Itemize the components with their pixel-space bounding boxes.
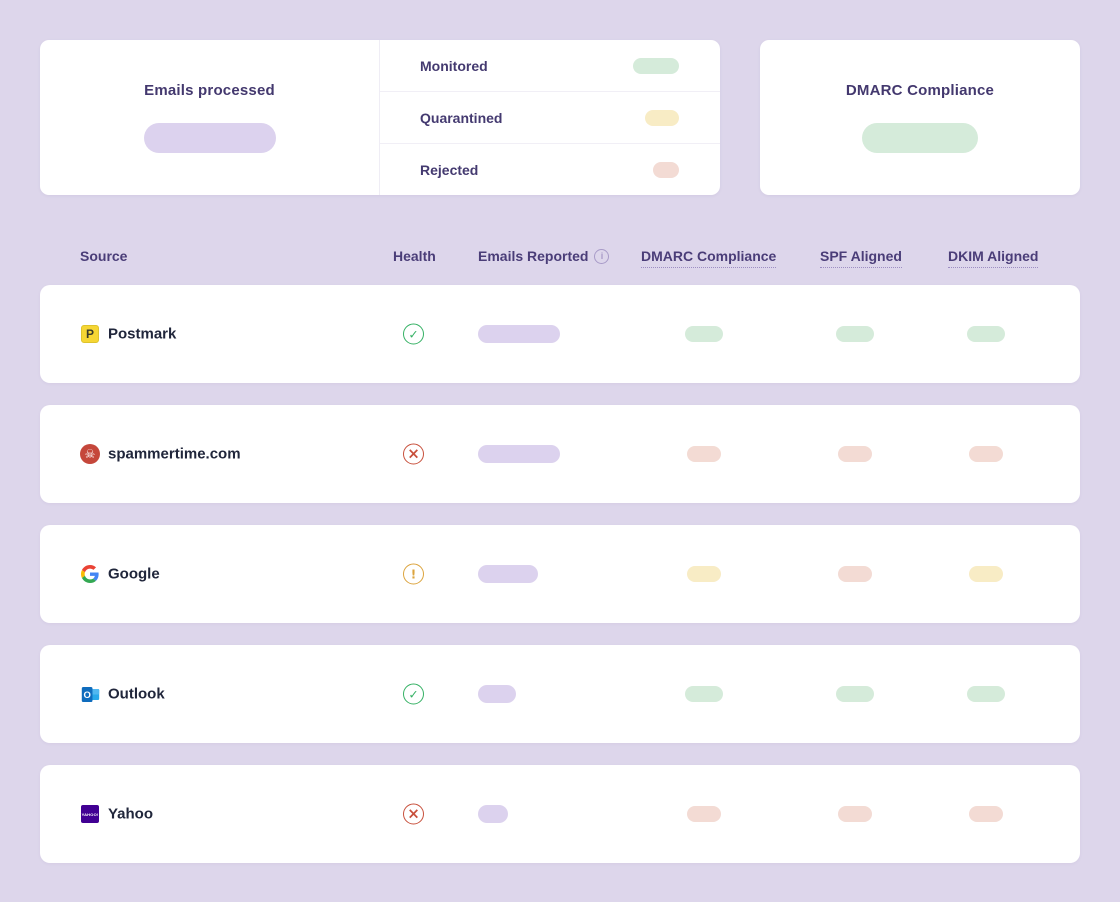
skull-icon: ☠	[80, 444, 100, 464]
source-name: Yahoo	[108, 805, 154, 823]
svg-text:O: O	[83, 690, 90, 701]
health-pass-icon	[403, 323, 424, 345]
emails-reported-pill	[478, 325, 560, 343]
source-name: Google	[108, 565, 160, 583]
quarantined-label: Quarantined	[420, 109, 503, 126]
outlook-logo-icon: O	[80, 684, 100, 704]
dmarc-compliance-pill	[687, 446, 721, 462]
info-icon[interactable]: i	[594, 248, 610, 264]
table-row-postmark[interactable]: P Postmark	[40, 285, 1080, 383]
postmark-logo-icon: P	[80, 324, 100, 344]
table-row-yahoo[interactable]: YAHOO! Yahoo	[40, 765, 1080, 863]
monitored-label: Monitored	[420, 57, 488, 74]
health-warning-icon	[403, 563, 424, 585]
spf-aligned-pill	[838, 446, 872, 462]
table-header: Source Health Emails Reported i DMARC Co…	[0, 248, 1120, 268]
dmarc-compliance-title: DMARC Compliance	[845, 82, 995, 99]
table-row-spammertime[interactable]: ☠ spammertime.com	[40, 405, 1080, 503]
spf-aligned-pill	[836, 686, 874, 702]
source-name: Postmark	[108, 325, 177, 343]
emails-processed-card: Emails processed Monitored Quarantined R…	[40, 40, 720, 195]
google-logo-icon	[80, 564, 100, 584]
quarantined-value-pill	[645, 109, 679, 126]
dkim-aligned-pill	[969, 806, 1003, 822]
spf-aligned-pill	[836, 326, 874, 342]
email-breakdown-list: Monitored Quarantined Rejected	[380, 40, 720, 195]
column-header-spf-aligned[interactable]: SPF Aligned	[820, 248, 902, 268]
source-name: spammertime.com	[108, 445, 241, 463]
breakdown-row-quarantined: Quarantined	[380, 91, 720, 143]
emails-reported-pill	[478, 805, 508, 823]
emails-processed-title: Emails processed	[144, 82, 275, 99]
dmarc-compliance-pill	[685, 326, 723, 342]
breakdown-row-rejected: Rejected	[380, 143, 720, 195]
column-header-health: Health	[393, 248, 436, 264]
monitored-value-pill	[633, 57, 679, 74]
emails-reported-pill	[478, 565, 538, 583]
rejected-value-pill	[653, 161, 679, 178]
column-header-dmarc-compliance[interactable]: DMARC Compliance	[641, 248, 777, 268]
health-fail-icon	[403, 803, 424, 825]
rejected-label: Rejected	[420, 161, 479, 178]
spf-aligned-pill	[838, 566, 872, 582]
dkim-aligned-pill	[967, 686, 1005, 702]
column-header-dkim-aligned[interactable]: DKIM Aligned	[948, 248, 1039, 268]
dkim-aligned-pill	[967, 326, 1005, 342]
dmarc-compliance-value-pill	[862, 123, 978, 153]
source-name: Outlook	[108, 685, 165, 703]
dmarc-compliance-pill	[687, 566, 721, 582]
table-row-google[interactable]: Google	[40, 525, 1080, 623]
dmarc-compliance-pill	[685, 686, 723, 702]
emails-reported-pill	[478, 685, 516, 703]
table-row-outlook[interactable]: O Outlook	[40, 645, 1080, 743]
column-header-source: Source	[80, 248, 128, 264]
emails-reported-pill	[478, 445, 560, 463]
spf-aligned-pill	[838, 806, 872, 822]
health-pass-icon	[403, 683, 424, 705]
emails-processed-value-pill	[143, 123, 276, 153]
breakdown-row-monitored: Monitored	[380, 40, 720, 91]
dkim-aligned-pill	[969, 566, 1003, 582]
dmarc-compliance-pill	[687, 806, 721, 822]
dmarc-compliance-card: DMARC Compliance	[760, 40, 1080, 195]
dkim-aligned-pill	[969, 446, 1003, 462]
yahoo-logo-icon: YAHOO!	[80, 804, 100, 824]
emails-reported-label: Emails Reported	[478, 248, 589, 264]
health-fail-icon	[403, 443, 424, 465]
emails-processed-section: Emails processed	[40, 40, 380, 195]
column-header-emails-reported: Emails Reported i	[478, 248, 610, 264]
